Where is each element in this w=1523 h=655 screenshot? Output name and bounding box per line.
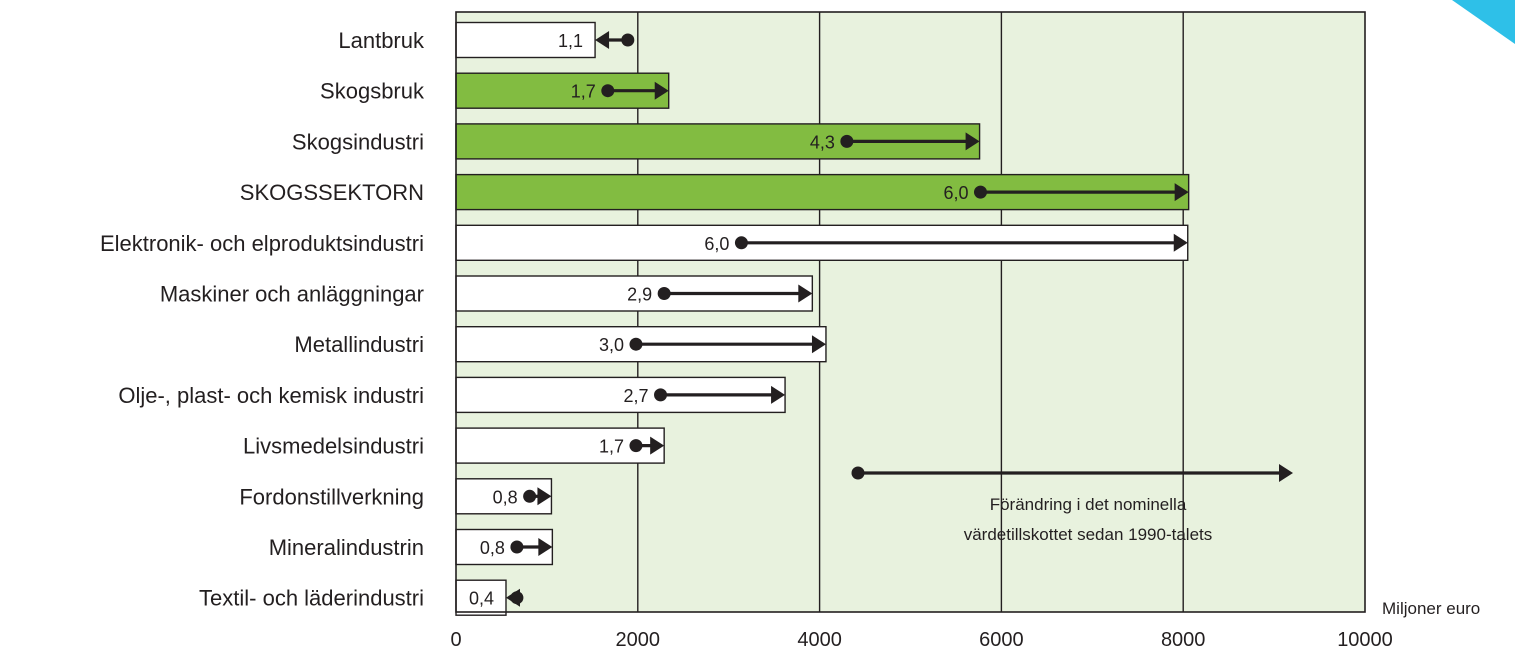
- category-label: Skogsbruk: [320, 79, 425, 104]
- x-tick-label: 2000: [616, 629, 661, 651]
- value-label: 1,7: [599, 437, 624, 457]
- value-label: 2,7: [623, 386, 648, 406]
- arrowhead-icon: [537, 487, 552, 506]
- start-dot: [629, 337, 643, 351]
- arrowhead-icon: [965, 132, 980, 151]
- start-dot: [657, 287, 671, 300]
- arrowhead-icon: [811, 335, 826, 354]
- category-label: Maskiner och anläggningar: [160, 282, 424, 307]
- start-dot: [973, 185, 987, 199]
- plot-background: [456, 12, 1365, 612]
- legend-arrowhead-icon: [1279, 464, 1293, 482]
- category-labels: Lantbruk Skogsbruk Skogsindustri SKOGSSEKTO…: [100, 28, 425, 611]
- category-label: Fordonstillverkning: [239, 484, 424, 509]
- corner-accent-icon: [1452, 0, 1515, 44]
- category-label: Mineralindustrin: [269, 535, 424, 560]
- value-label: 6,0: [943, 183, 968, 203]
- arrowhead-icon: [538, 538, 553, 556]
- x-tick-labels: 0 2000 4000 6000 8000 10000: [450, 629, 1392, 651]
- x-tick-label: 8000: [1161, 629, 1206, 651]
- value-label: 2,9: [627, 285, 652, 305]
- category-label: Lantbruk: [338, 28, 425, 53]
- arrowhead-icon: [595, 31, 610, 49]
- grid: [637, 12, 1184, 612]
- start-dot: [510, 591, 524, 605]
- x-tick-label: 4000: [797, 629, 842, 651]
- legend-line-1: Förändring i det nominella: [990, 495, 1187, 514]
- arrowhead-icon: [1174, 183, 1189, 202]
- start-dot: [654, 388, 668, 402]
- value-labels: 1,1 1,7 4,3 6,0 6,0 2,9 3,0 2,7 1,7 0,8 0,8 0,4: [469, 31, 969, 609]
- value-label: 0,4: [469, 589, 494, 609]
- value-label: 3,0: [599, 335, 624, 355]
- category-label: Textil- och läderindustri: [199, 586, 424, 611]
- legend-line-2: värdetillskottet sedan 1990-talets: [964, 525, 1213, 544]
- value-label: 1,1: [558, 31, 583, 51]
- start-dot: [734, 236, 748, 250]
- x-tick-label: 10000: [1337, 629, 1393, 651]
- arrows: [505, 31, 1189, 607]
- start-dot: [510, 540, 524, 554]
- arrowhead-icon: [650, 436, 665, 455]
- start-dot: [840, 134, 854, 148]
- category-label: Livsmedelsindustri: [243, 434, 424, 459]
- category-label: Elektronik- och elproduktsindustri: [100, 231, 424, 256]
- x-tick-label: 6000: [979, 629, 1024, 651]
- value-label: 4,3: [810, 132, 835, 152]
- x-axis-label: Miljoner euro: [1382, 599, 1480, 618]
- start-dot: [629, 439, 643, 453]
- arrowhead-icon: [654, 81, 669, 100]
- arrowhead-icon: [798, 284, 813, 303]
- category-label: Metallindustri: [294, 332, 424, 357]
- arrowhead-icon: [1173, 233, 1188, 252]
- start-dot: [621, 33, 635, 47]
- value-label: 1,7: [571, 82, 596, 102]
- x-tick-label: 0: [450, 629, 461, 651]
- legend-dot: [851, 466, 865, 480]
- start-dot: [601, 84, 615, 98]
- arrowhead-icon: [771, 385, 786, 404]
- value-label: 0,8: [493, 487, 518, 507]
- start-dot: [523, 489, 537, 503]
- value-label: 0,8: [480, 538, 505, 558]
- plot-frame: [455, 11, 1366, 613]
- legend: Förändring i det nominella värdetillskot…: [851, 464, 1293, 544]
- category-label: SKOGSSEKTORN: [240, 180, 424, 205]
- value-label: 6,0: [704, 234, 729, 254]
- category-label: Olje-, plast- och kemisk industri: [118, 383, 424, 408]
- category-label: Skogsindustri: [292, 129, 424, 154]
